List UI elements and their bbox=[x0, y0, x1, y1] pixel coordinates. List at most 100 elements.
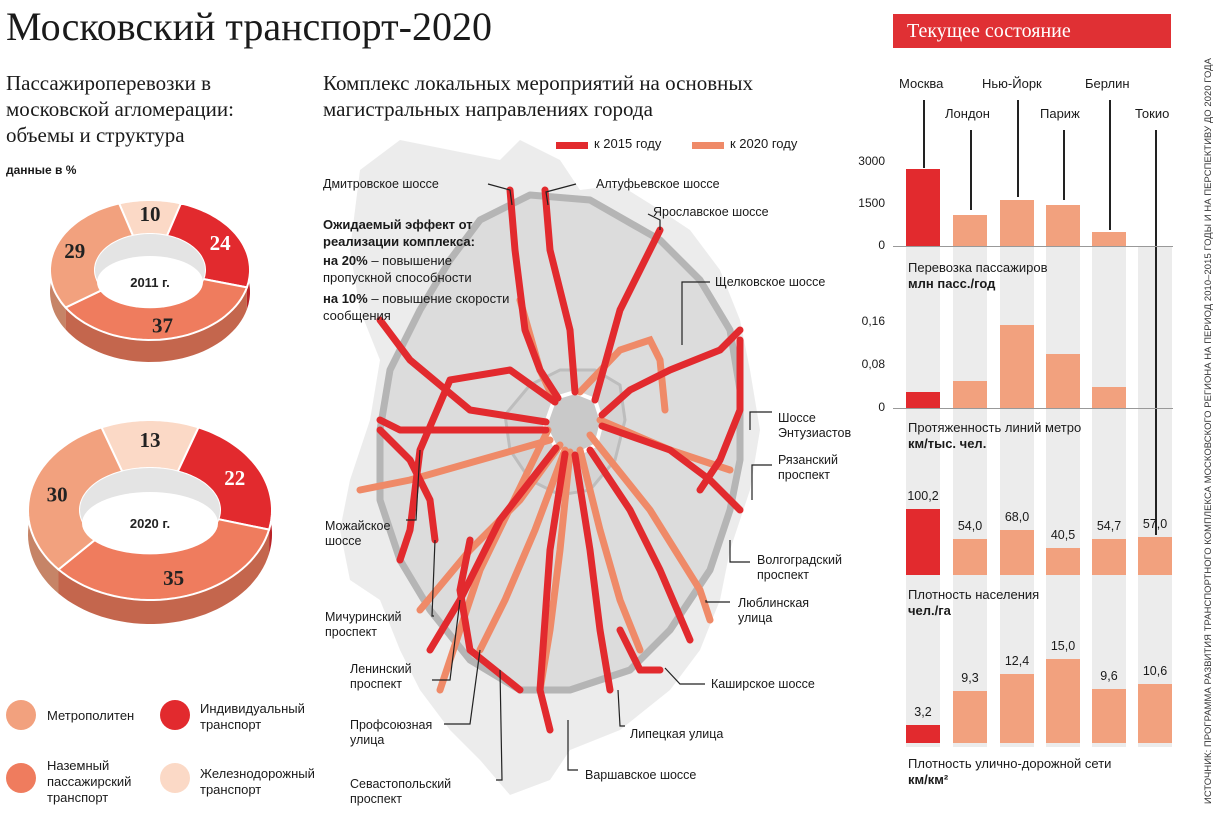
map-legend-label-2020: к 2020 году bbox=[730, 136, 798, 151]
metric-metro-length: Протяженность линий метро км/тыс. чел. bbox=[908, 420, 1108, 452]
legend-swatch-metro bbox=[6, 700, 36, 730]
road-label-michurinsky: Мичуринский проспект bbox=[325, 610, 402, 639]
effect-text-speed: – повышение скорости сообщения bbox=[323, 291, 510, 323]
city-leader-3 bbox=[1063, 130, 1065, 200]
metric-passengers: Перевозка пассажиров млн пасс./год bbox=[908, 260, 1108, 292]
donut-value-label: 10 bbox=[140, 202, 161, 226]
road-label-lyublinskaya: Люблинская улица bbox=[738, 596, 810, 625]
bar-population-4 bbox=[1092, 538, 1126, 575]
ytick-metro: 0,08 bbox=[861, 357, 885, 371]
metric-road-title: Плотность улично-дорожной сети bbox=[908, 756, 1112, 771]
city-leader-2 bbox=[1017, 100, 1019, 197]
donut-charts: 10 24 37 29 2011 г. 13 22 35 30 2020 г. bbox=[26, 199, 273, 624]
bar-population-3 bbox=[1046, 548, 1080, 575]
value-label-population: 40,5 bbox=[1050, 528, 1076, 543]
road-leaders bbox=[406, 183, 772, 781]
road-label-leninsky: Ленинский проспект bbox=[350, 662, 412, 691]
value-label-road: 9,3 bbox=[961, 670, 979, 685]
metric-population-unit: чел./га bbox=[908, 603, 951, 618]
city-label-paris: Париж bbox=[1040, 106, 1080, 121]
donut-value-label: 24 bbox=[210, 231, 232, 255]
units-note: данные в % bbox=[6, 163, 77, 177]
value-label-road: 10,6 bbox=[1142, 663, 1168, 678]
value-label-population: 57,0 bbox=[1142, 517, 1168, 532]
donut-2011: 10 24 37 29 2011 г. bbox=[49, 199, 251, 362]
metric-metro-title: Протяженность линий метро bbox=[908, 420, 1082, 435]
city-column-1 bbox=[953, 247, 987, 747]
bar-metro-2 bbox=[1000, 324, 1034, 408]
effect-line-throughput: на 20% – повышение пропускной способност… bbox=[323, 252, 513, 286]
bar-passengers-4 bbox=[1092, 232, 1126, 246]
road-label-ryazansky: Рязанский проспект bbox=[778, 453, 838, 482]
bar-population-5 bbox=[1138, 537, 1172, 575]
bar-passengers-3 bbox=[1046, 204, 1080, 246]
road-label-altufevskoe: Алтуфьевское шоссе bbox=[596, 177, 720, 191]
value-label-road: 12,4 bbox=[1004, 653, 1030, 668]
road-label-yaroslavskoe: Ярославское шоссе bbox=[653, 205, 769, 219]
bar-road-0 bbox=[906, 725, 940, 743]
donut-value-label: 22 bbox=[224, 466, 245, 490]
bar-passengers-2 bbox=[1000, 199, 1034, 246]
legend-label-rail: Железнодорожный транспорт bbox=[200, 766, 315, 797]
metric-population-density: Плотность населения чел./га bbox=[908, 587, 1108, 619]
legend-label-surface: Наземный пассажирский транспорт bbox=[47, 758, 132, 805]
ytick-passengers: 0 bbox=[878, 238, 885, 252]
road-label-entuziastov: Шоссе Энтузиастов bbox=[778, 411, 852, 440]
road-label-dmitrovskoe: Дмитровское шоссе bbox=[323, 177, 439, 191]
legend-swatch-surface bbox=[6, 763, 36, 793]
axis-metro bbox=[893, 408, 1173, 409]
road-label-shchelkovskoe: Щелковское шоссе bbox=[715, 275, 826, 289]
bar-population-0 bbox=[906, 509, 940, 575]
donut-year-label: 2011 г. bbox=[130, 275, 170, 290]
ytick-passengers: 1500 bbox=[858, 196, 885, 210]
bar-road-2 bbox=[1000, 673, 1034, 743]
bar-metro-1 bbox=[953, 381, 987, 408]
donut-value-label: 13 bbox=[140, 428, 161, 452]
bar-population-1 bbox=[953, 539, 987, 575]
road-label-sevastopolsky: Севастопольский проспект bbox=[350, 777, 452, 806]
bar-road-1 bbox=[953, 690, 987, 743]
moscow-map bbox=[340, 140, 772, 795]
city-label-tokyo: Токио bbox=[1135, 106, 1170, 121]
legend-label-private: Индивидуальный транспорт bbox=[200, 701, 305, 732]
value-label-road: 9,6 bbox=[1100, 669, 1118, 684]
expected-effect-note: Ожидаемый эффект от реализации комплекса… bbox=[323, 216, 513, 324]
effect-heading: Ожидаемый эффект от реализации комплекса… bbox=[323, 217, 475, 249]
city-leader-1 bbox=[970, 130, 972, 210]
metric-road-unit: км/км² bbox=[908, 772, 949, 787]
value-label-road: 3,2 bbox=[914, 705, 932, 720]
city-label-moscow: Москва bbox=[899, 76, 944, 91]
road-label-volgogradsky: Волгоградский проспект bbox=[757, 553, 842, 582]
effect-text-throughput: – повышение пропускной способности bbox=[323, 253, 472, 285]
effect-line-speed: на 10% – повышение скорости сообщения bbox=[323, 290, 513, 324]
donut-side-2 bbox=[65, 287, 247, 362]
value-label-population: 54,0 bbox=[957, 519, 983, 534]
effect-value-throughput: на 20% bbox=[323, 253, 368, 268]
legend-swatch-rail bbox=[160, 763, 190, 793]
passenger-section-title: Пассажироперевозки в московской агломера… bbox=[6, 71, 234, 147]
city-leader-5 bbox=[1155, 130, 1157, 535]
road-label-lipetskaya: Липецкая улица bbox=[630, 727, 724, 741]
city-column-4 bbox=[1092, 247, 1126, 747]
donut-value-label: 37 bbox=[152, 313, 173, 337]
source-text: ИСТОЧНИК: ПРОГРАММА РАЗВИТИЯ ТРАНСПОРТНО… bbox=[1202, 58, 1213, 804]
map-legend-label-2015: к 2015 году bbox=[594, 136, 662, 151]
legend-swatch-private bbox=[160, 700, 190, 730]
bar-population-2 bbox=[1000, 530, 1034, 575]
donut-value-label: 29 bbox=[64, 239, 85, 263]
legend-label-metro: Метрополитен bbox=[47, 708, 135, 723]
donut-hole-top bbox=[82, 492, 218, 555]
city-label-newyork: Нью-Йорк bbox=[982, 76, 1042, 91]
city-leader-4 bbox=[1109, 100, 1111, 230]
bar-road-3 bbox=[1046, 659, 1080, 743]
donut-hole-top bbox=[97, 256, 203, 309]
road-label-mozhaiskoe: Можайское шоссе bbox=[325, 519, 391, 548]
bar-metro-0 bbox=[906, 391, 940, 408]
effect-value-speed: на 10% bbox=[323, 291, 368, 306]
value-label-population: 100,2 bbox=[907, 489, 939, 503]
bar-metro-3 bbox=[1046, 354, 1080, 408]
road-label-varshavskoe: Варшавское шоссе bbox=[585, 768, 697, 782]
bar-metro-4 bbox=[1092, 386, 1126, 408]
city-column-0 bbox=[906, 247, 940, 747]
metric-metro-unit: км/тыс. чел. bbox=[908, 436, 987, 451]
